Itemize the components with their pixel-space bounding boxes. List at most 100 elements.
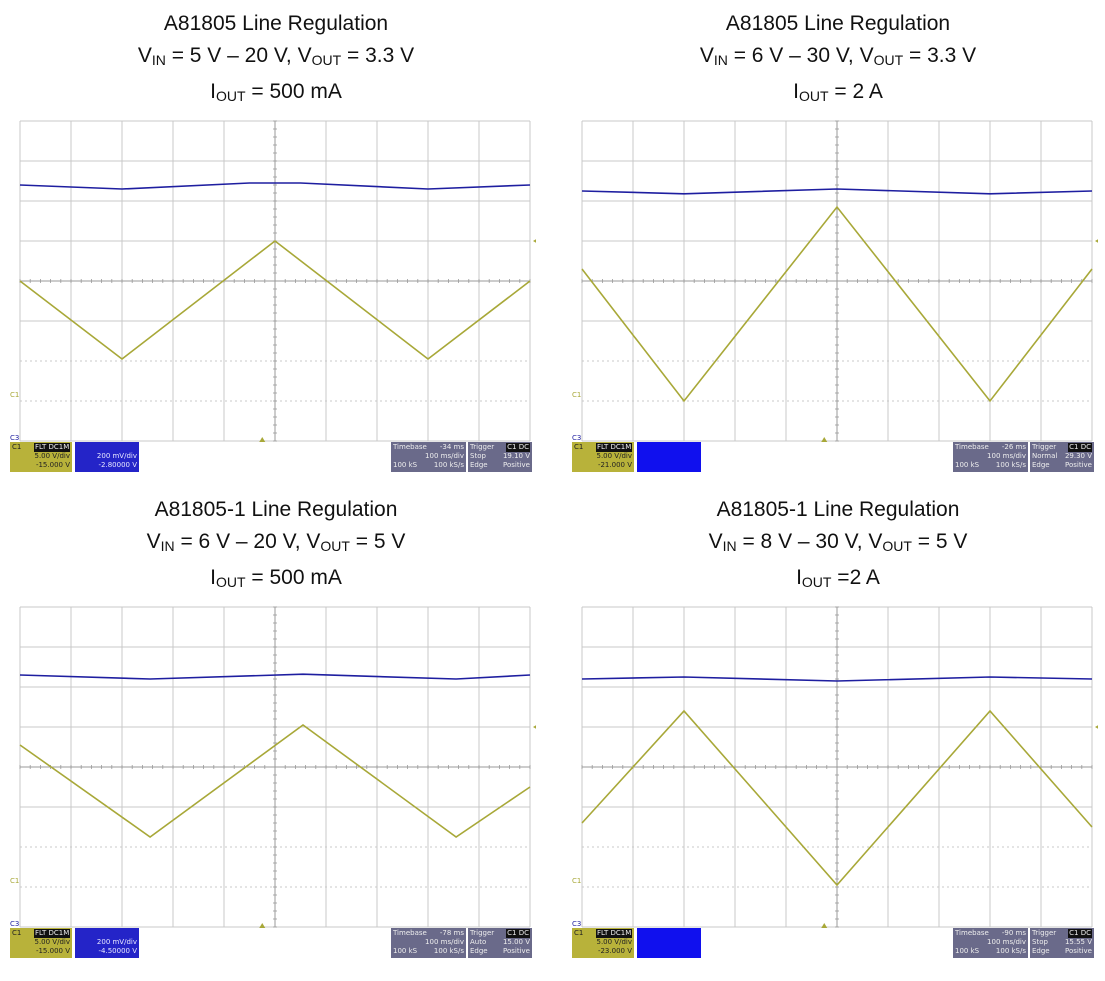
timebase-delay: -78 ms: [439, 929, 464, 937]
scope-graticule: C1 C3: [572, 120, 1098, 442]
trigger-type: Edge: [1032, 947, 1050, 955]
trigger-type: Edge: [470, 461, 488, 469]
trigger-level: 29.30 V: [1064, 452, 1092, 460]
vout-subscript: OUT: [873, 52, 904, 68]
timebase-descriptor[interactable]: Timebase -34 ms 100 ms/div 100 kS 100 kS…: [391, 442, 466, 472]
iout-value-text: =2 A: [831, 566, 880, 589]
vin-subscript: IN: [713, 52, 728, 68]
iout-value-text: = 2 A: [828, 80, 883, 103]
scope-screen: C1 C3 C1 FLT DC1M 5.00 V/div -23.000 V Ti…: [570, 598, 1098, 966]
title-line-1: A81805-1 Line Regulation: [716, 498, 960, 521]
channel3-descriptor[interactable]: 200 mV/div -2.80000 V: [75, 442, 139, 472]
title-line-2: VIN = 6 V – 30 V, VOUT = 3.3 V: [562, 40, 1105, 76]
trigger-label: Trigger: [470, 443, 495, 451]
scope-screen: C1 C3 C1 FLT DC1M 5.00 V/div -15.000 V 20…: [8, 598, 536, 966]
channel3-descriptor[interactable]: 200 mV/div -4.50000 V: [75, 928, 139, 958]
channel1-label: C1: [574, 443, 584, 451]
scope-graticule: C1 C3: [10, 120, 536, 442]
scope-screen: C1 C3 C1 FLT DC1M 5.00 V/div -21.000 V Ti…: [570, 112, 1098, 480]
vout-value-text: = 5 V: [911, 530, 968, 553]
timebase-rate: 100 kS/s: [433, 947, 464, 955]
trace-c3: [581, 676, 1093, 682]
timebase-descriptor[interactable]: Timebase -26 ms 100 ms/div 100 kS 100 kS…: [953, 442, 1028, 472]
timebase-scale: 100 ms/div: [425, 452, 464, 460]
trigger-source-tag: C1 DC: [1068, 443, 1092, 452]
channel1-descriptor[interactable]: C1 FLT DC1M 5.00 V/div -15.000 V: [10, 928, 72, 958]
trigger-position-marker[interactable]: [259, 923, 266, 928]
timebase-label: Timebase: [393, 929, 427, 937]
timebase-samples: 100 kS: [393, 947, 418, 955]
channel3-descriptor[interactable]: [637, 928, 701, 958]
channel3-ground-marker: C3: [572, 434, 581, 442]
trigger-mode: Stop: [1032, 938, 1048, 946]
trigger-level-marker[interactable]: [533, 724, 536, 730]
trigger-descriptor[interactable]: Trigger C1 DC Auto 15.00 V Edge Positive: [468, 928, 532, 958]
channel1-descriptor[interactable]: C1 FLT DC1M 5.00 V/div -21.000 V: [572, 442, 634, 472]
title-line-3: IOUT = 500 mA: [0, 76, 552, 112]
iout-symbol: I: [793, 80, 799, 103]
trigger-source-tag: C1 DC: [1068, 929, 1092, 938]
vin-range-text: = 6 V – 30 V, V: [727, 44, 874, 67]
channel3-offset: -2.80000 V: [98, 461, 138, 469]
scope-graticule: C1 C3: [10, 606, 536, 928]
timebase-samples: 100 kS: [955, 461, 980, 469]
timebase-delay: -34 ms: [439, 443, 464, 451]
vin-range-text: = 5 V – 20 V, V: [165, 44, 312, 67]
iout-subscript: OUT: [215, 574, 246, 590]
vin-range-text: = 8 V – 30 V, V: [736, 530, 883, 553]
trigger-source-tag: C1 DC: [506, 443, 530, 452]
vin-symbol: V: [699, 44, 714, 67]
scope-screen: C1 C3 C1 FLT DC1M 5.00 V/div -15.000 V 20…: [8, 112, 536, 480]
timebase-descriptor[interactable]: Timebase -90 ms 100 ms/div 100 kS 100 kS…: [953, 928, 1028, 958]
trigger-type: Edge: [470, 947, 488, 955]
channel3-ground-marker: C3: [10, 434, 19, 442]
channel1-descriptor[interactable]: C1 FLT DC1M 5.00 V/div -23.000 V: [572, 928, 634, 958]
vin-symbol: V: [137, 44, 152, 67]
channel3-descriptor[interactable]: [637, 442, 701, 472]
scope-graticule: C1 C3: [572, 606, 1098, 928]
timebase-samples: 100 kS: [955, 947, 980, 955]
chart-title: A81805 Line Regulation VIN = 6 V – 30 V,…: [562, 8, 1105, 112]
timebase-label: Timebase: [393, 443, 427, 451]
trace-c1: [581, 709, 1093, 887]
scope-panel-4: A81805-1 Line Regulation VIN = 8 V – 30 …: [562, 486, 1105, 976]
trigger-descriptor[interactable]: Trigger C1 DC Stop 15.55 V Edge Positive: [1030, 928, 1094, 958]
channel1-coupling-tag: FLT DC1M: [34, 929, 71, 938]
trigger-slope: Positive: [503, 947, 530, 955]
iout-symbol: I: [796, 566, 802, 589]
channel1-offset: -15.000 V: [35, 461, 70, 469]
timebase-samples: 100 kS: [393, 461, 418, 469]
chart-title: A81805 Line Regulation VIN = 5 V – 20 V,…: [0, 8, 552, 112]
title-line-2: VIN = 6 V – 20 V, VOUT = 5 V: [0, 526, 552, 562]
timebase-rate: 100 kS/s: [995, 461, 1026, 469]
trigger-level-marker[interactable]: [1095, 238, 1098, 244]
channel1-descriptor[interactable]: C1 FLT DC1M 5.00 V/div -15.000 V: [10, 442, 72, 472]
title-line-2: VIN = 8 V – 30 V, VOUT = 5 V: [562, 526, 1105, 562]
channel1-ground-marker: C1: [10, 877, 19, 885]
trigger-slope: Positive: [503, 461, 530, 469]
title-line-3: IOUT =2 A: [562, 562, 1105, 598]
trace-c3: [19, 673, 531, 680]
trigger-level: 15.00 V: [502, 938, 530, 946]
channel1-coupling-tag: FLT DC1M: [596, 929, 633, 938]
title-line-1: A81805 Line Regulation: [725, 12, 951, 35]
channel1-offset: -21.000 V: [597, 461, 632, 469]
timebase-descriptor[interactable]: Timebase -78 ms 100 ms/div 100 kS 100 kS…: [391, 928, 466, 958]
trigger-mode: Auto: [470, 938, 487, 946]
vin-subscript: IN: [151, 52, 166, 68]
trigger-position-marker[interactable]: [821, 437, 828, 442]
trigger-descriptor[interactable]: Trigger C1 DC Stop 19.10 V Edge Positive: [468, 442, 532, 472]
trigger-level-marker[interactable]: [1095, 724, 1098, 730]
channel1-label: C1: [574, 929, 584, 937]
trigger-position-marker[interactable]: [821, 923, 828, 928]
trigger-level-marker[interactable]: [533, 238, 536, 244]
channel1-scale: 5.00 V/div: [596, 452, 633, 460]
trigger-mode: Stop: [470, 452, 486, 460]
trigger-type: Edge: [1032, 461, 1050, 469]
trigger-position-marker[interactable]: [259, 437, 266, 442]
channel1-coupling-tag: FLT DC1M: [34, 443, 71, 452]
trigger-mode: Normal: [1032, 452, 1058, 460]
trigger-descriptor[interactable]: Trigger C1 DC Normal 29.30 V Edge Positi…: [1030, 442, 1094, 472]
channel1-scale: 5.00 V/div: [34, 452, 71, 460]
channel1-offset: -15.000 V: [35, 947, 70, 955]
